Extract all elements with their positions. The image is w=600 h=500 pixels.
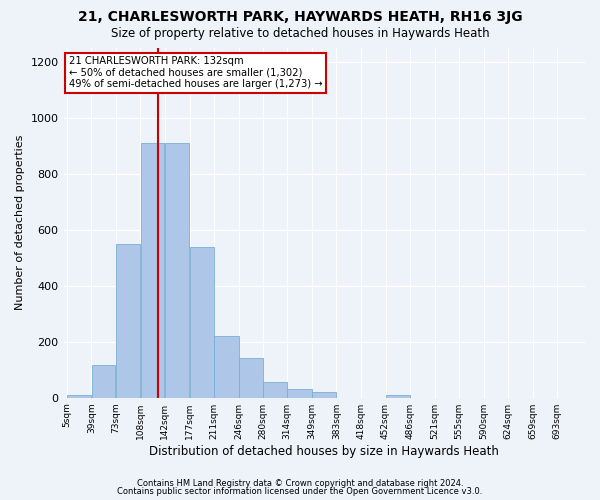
Text: 21 CHARLESWORTH PARK: 132sqm
← 50% of detached houses are smaller (1,302)
49% of: 21 CHARLESWORTH PARK: 132sqm ← 50% of de…	[68, 56, 322, 90]
Bar	[92, 366, 115, 398]
Y-axis label: Number of detached properties: Number of detached properties	[15, 135, 25, 310]
Bar	[263, 382, 287, 398]
Bar	[67, 396, 91, 398]
Bar	[287, 388, 312, 398]
Bar	[165, 143, 190, 398]
Bar	[386, 395, 410, 398]
Bar	[190, 247, 214, 398]
Bar	[116, 244, 140, 398]
X-axis label: Distribution of detached houses by size in Haywards Heath: Distribution of detached houses by size …	[149, 444, 499, 458]
Bar	[313, 392, 336, 398]
Text: 21, CHARLESWORTH PARK, HAYWARDS HEATH, RH16 3JG: 21, CHARLESWORTH PARK, HAYWARDS HEATH, R…	[77, 10, 523, 24]
Bar	[214, 336, 239, 398]
Text: Size of property relative to detached houses in Haywards Heath: Size of property relative to detached ho…	[110, 28, 490, 40]
Text: Contains public sector information licensed under the Open Government Licence v3: Contains public sector information licen…	[118, 487, 482, 496]
Bar	[141, 143, 164, 398]
Text: Contains HM Land Registry data © Crown copyright and database right 2024.: Contains HM Land Registry data © Crown c…	[137, 478, 463, 488]
Bar	[239, 358, 263, 398]
